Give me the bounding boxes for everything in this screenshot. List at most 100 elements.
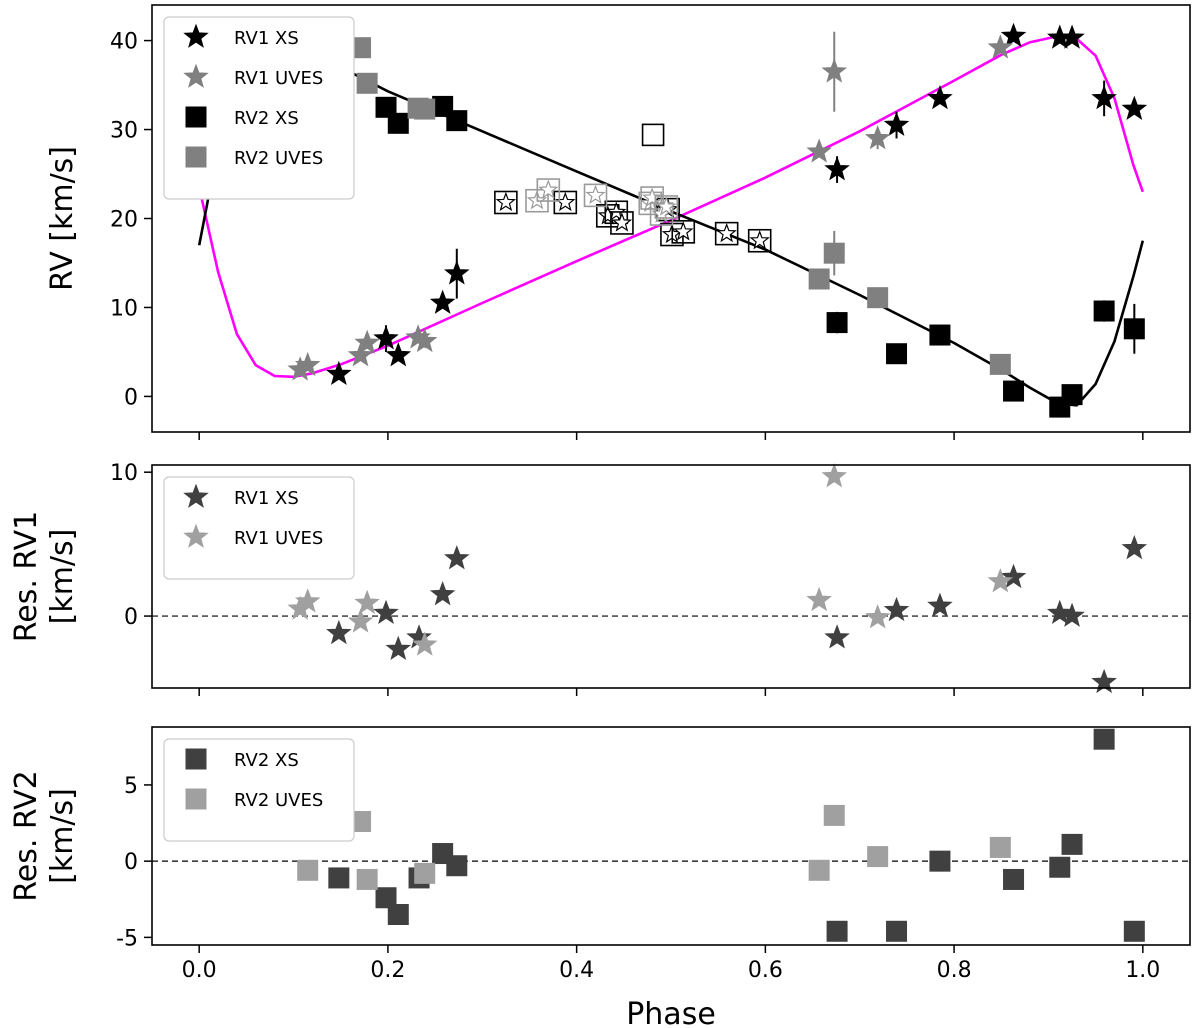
legend-label-rv2-uves: RV2 UVES [234,148,323,169]
rv1-xs-point [385,635,412,661]
rv2-uves-point [350,37,372,59]
rv2-xs-point [886,920,908,942]
rv1-uves-point [864,604,891,629]
legend-label-rv2-xs: RV2 XS [234,750,299,771]
legend-marker-rv2-xs [185,106,207,128]
x-tick-label: 0.0 [182,958,217,983]
excluded-point-point [641,123,665,147]
boxed-star-box [654,195,679,219]
y-tick-label: 20 [110,208,138,233]
axes-frame [151,726,1191,946]
rv2-uves-point [808,859,830,881]
rv2-xs-point [1061,833,1083,855]
rv1-xs-point [1121,535,1148,560]
boxed-star-star [495,191,517,212]
rv1-uves-point [354,589,380,614]
rv1-uves-point [987,34,1014,59]
rv1-xs-point [373,599,399,625]
boxed-star-box [671,220,696,244]
rv2-xs-point [826,312,848,334]
boxed-star-box [536,178,561,202]
rv2-uves-point [414,98,436,120]
y-tick-label: 5 [124,774,138,799]
rv2-uves-point [297,859,319,881]
rv2-uves-point [989,836,1011,858]
boxed-star-box [649,202,674,226]
boxed-star-box [494,190,518,215]
legend-marker-rv1-uves [183,63,209,88]
blended-excluded-xs-point [494,190,518,215]
rv1-xs-point [1059,602,1085,627]
rv1-uves-point [806,586,832,612]
boxed-star-star [585,184,606,205]
legend-box [163,738,355,842]
legend-marker-rv1-uves [183,523,209,548]
rv1-xs-point [883,596,910,622]
x-tick-label: 0.4 [559,958,594,983]
boxed-star-star [656,196,677,216]
legend-marker-rv2-uves [185,788,207,810]
rv2-xs-point [375,96,397,118]
y-tick-label: 0 [124,605,138,630]
rv1-xs-point [444,545,470,570]
rv2-uves-point [350,811,372,833]
rv1-xs-point [1000,563,1027,589]
legend-label-rv2-xs: RV2 XS [234,108,299,129]
rv1-xs-point [373,325,399,350]
boxed-star-star [673,221,694,241]
rv1-xs-point [1000,22,1027,47]
rv1-uves-point [987,568,1014,593]
rv2-xs-point [1123,318,1145,340]
boxed-star-star [611,212,633,232]
x-tick-label: 0.6 [748,958,783,983]
boxed-star-star [538,179,559,199]
legend: RV1 XS RV1 UVES RV2 XS RV2 UVES [163,16,355,200]
x-axis-title: Phase [626,997,716,1028]
rv1-xs-point [927,592,953,617]
x-tick-label: 1.0 [1125,958,1160,983]
rv2-xs-point [1003,868,1025,890]
rv2-uves-point [356,72,378,94]
residual-rv1-panel: 0 10 Res. RV1[km/s] RV1 XS RV1 UVES [9,461,1191,696]
rv2-xs-point [826,920,848,942]
legend-marker-rv1-xs [183,483,209,508]
rv1-uves-point [821,58,848,83]
rv1-xs-point [326,619,352,645]
rv2-xs-point [446,855,468,877]
boxed-star-star [716,222,737,243]
rv1-uves-point [354,329,380,354]
rv2-xs-point [886,343,908,365]
rv2-xs-point [446,110,468,132]
legend-marker-rv2-uves [185,146,207,168]
rv1-uves-point [411,327,438,353]
blended-excluded-xs-point [610,211,634,235]
y-axis-title-line: [km/s] [45,529,80,625]
legend-label-rv2-uves: RV2 UVES [234,790,323,811]
rv1-xs-point [429,289,456,314]
rv2-xs-point [1093,728,1115,750]
rv2-xs-point [375,887,397,909]
y-axis-title: RV [km/s] [45,146,80,291]
rv2-xs-point [387,112,409,134]
rv2-uves-point [989,353,1011,375]
rv2-xs-point [929,850,951,872]
rv2-xs-point [1061,384,1083,406]
legend-marker-rv2-xs [185,748,207,770]
rv2-xs-point [1003,380,1025,402]
legend-label-rv1-uves: RV1 UVES [234,528,323,549]
y-axis-title: Res. RV2[km/s] [9,770,80,901]
residual-rv2-panel: 0.0 0.2 0.4 0.6 0.8 1.0 -5 0 5 Res. RV2[km/s] Phas… [9,726,1191,1028]
boxed-star-box [610,211,634,235]
rv1-xs-point [1091,84,1117,110]
rv2-uves-point [867,287,889,309]
rv2-xs-point [1049,856,1071,878]
boxed-star-box [553,190,578,215]
blended-excluded-xs-point [747,228,772,253]
rv2-uves-point [414,862,436,884]
rv1-uves-point [347,342,374,367]
rv2-xs-point [387,904,409,926]
y-tick-label: 40 [110,30,138,55]
y-axis-title-line: Res. RV1 [9,511,44,642]
x-tick-label: 0.8 [937,958,972,983]
